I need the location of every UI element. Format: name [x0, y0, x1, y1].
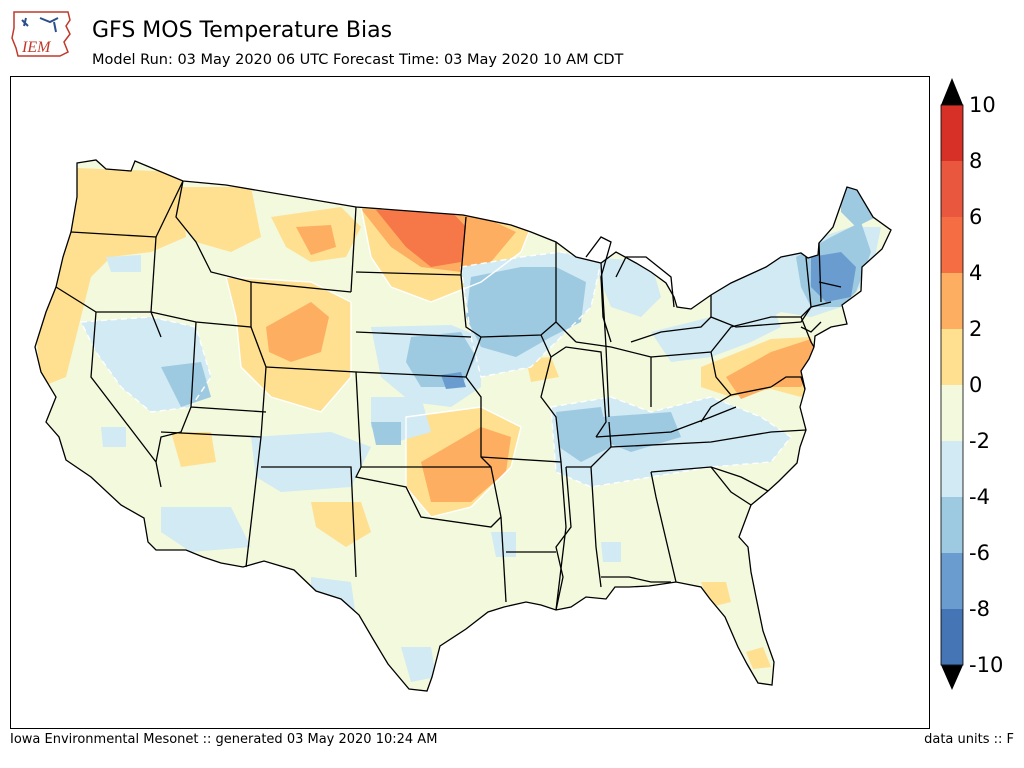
bias-fill-layer — [35, 160, 891, 691]
colorbar-bin — [941, 385, 963, 442]
colorbar-bin — [941, 329, 963, 386]
colorbar-tick-label: 2 — [969, 317, 983, 341]
colorbar-tick-label: 10 — [969, 93, 996, 117]
colorbar-bin — [941, 217, 963, 274]
map-subtitle: Model Run: 03 May 2020 06 UTC Forecast T… — [92, 52, 624, 68]
colorbar-tick-label: 6 — [969, 205, 983, 229]
footer-units: data units :: F — [924, 732, 1014, 747]
colorbar-graphic — [940, 78, 964, 690]
colorbar-bin — [941, 609, 963, 666]
colorbar-tick-label: -4 — [969, 485, 990, 509]
colorbar-tick-label: 4 — [969, 261, 983, 285]
colorbar-bin — [941, 273, 963, 330]
footer-credit: Iowa Environmental Mesonet :: generated … — [10, 732, 438, 747]
bias-map — [34, 159, 892, 692]
colorbar — [932, 76, 1024, 694]
colorbar-tick-label: -8 — [969, 597, 990, 621]
colorbar-tick-label: 0 — [969, 373, 983, 397]
colorbar-tick-label: -10 — [969, 653, 1004, 677]
colorbar-bin — [941, 161, 963, 218]
colorbar-bin — [941, 441, 963, 498]
colorbar-over-arrow — [941, 78, 963, 105]
map-panel — [10, 76, 930, 729]
bias-bin-4-6 — [376, 210, 466, 267]
iem-logo: IEM — [10, 8, 74, 60]
colorbar-bin — [941, 497, 963, 554]
map-title: GFS MOS Temperature Bias — [92, 18, 393, 43]
colorbar-bin — [941, 553, 963, 610]
colorbar-tick-label: -2 — [969, 429, 990, 453]
colorbar-tick-label: -6 — [969, 541, 990, 565]
colorbar-under-arrow — [941, 665, 963, 690]
colorbar-tick-label: 8 — [969, 149, 983, 173]
state-borders — [34, 159, 892, 692]
logo-text: IEM — [21, 39, 52, 56]
colorbar-bin — [941, 105, 963, 162]
